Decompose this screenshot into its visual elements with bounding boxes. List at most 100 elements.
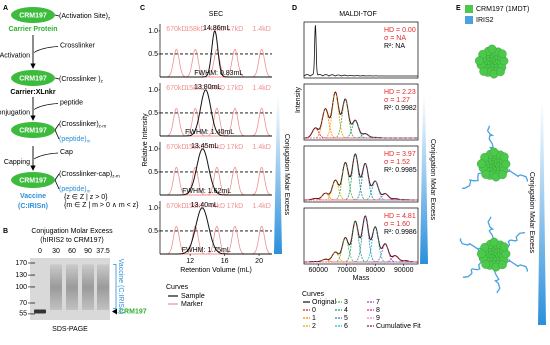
- peptide-group: (peptide)m: [59, 136, 91, 144]
- lane-label: 0: [38, 248, 42, 255]
- plot-frame: [303, 207, 419, 265]
- bond: [54, 173, 60, 181]
- x-tick-label: 12: [186, 258, 194, 265]
- group: (Crosslinker-cap)z-m: [59, 171, 120, 179]
- protein-name: CRM197: [19, 12, 47, 19]
- gel-title: Conjugation Molar Excess: [31, 228, 113, 235]
- bond: [54, 77, 60, 80]
- ladder-label: 55: [19, 311, 27, 318]
- lane-label: 30: [52, 248, 60, 255]
- sample-curve: [160, 30, 272, 78]
- legend-entry: 2: [312, 323, 316, 330]
- marker-label: 670kD: [166, 85, 186, 92]
- panel-label: C: [140, 5, 145, 12]
- gel-subtitle: (hIRIS2 to CRM197): [40, 237, 103, 244]
- group-subscript: z-m: [112, 174, 120, 179]
- protein-structure: [476, 147, 511, 182]
- marker-label: 17kD: [227, 203, 243, 210]
- reagent-line: [33, 152, 59, 160]
- fwhm-label: FWHM: 1.75mL: [182, 247, 231, 254]
- y-tick-label: 0.5: [148, 110, 158, 117]
- protein-structure: [476, 237, 511, 272]
- excess-wedge: [420, 95, 428, 264]
- group-subscript: z: [101, 79, 104, 84]
- legend-entry: 3: [344, 299, 348, 306]
- chart-title: SEC: [209, 11, 223, 18]
- lane-label: 37.5: [96, 248, 110, 255]
- peak-label: 13.45mL: [191, 143, 218, 150]
- atom-cluster: [498, 170, 507, 180]
- legend-entry: 8: [376, 307, 380, 314]
- bond: [54, 14, 60, 17]
- peptide-subscript: m: [87, 189, 91, 194]
- caption: Carrier Protein: [8, 26, 57, 33]
- x-tick-label: 70000: [337, 267, 357, 274]
- condition: {m ∈ Z | m > 0 ∧ m < z}: [64, 202, 139, 209]
- sigma-label: σ = 1.52: [384, 159, 410, 166]
- bond: [54, 129, 60, 140]
- atom-cluster: [496, 67, 505, 77]
- ladder-band: [31, 313, 35, 315]
- atom-cluster: [487, 44, 497, 54]
- peptide-group: (peptide)m: [59, 186, 91, 194]
- group-text: (Crosslinker): [59, 121, 99, 128]
- peak-label: 14.86mL: [203, 25, 230, 32]
- y-tick-label: 1.0: [148, 146, 158, 153]
- peptide-strand: [493, 267, 501, 293]
- legend-entry: 6: [344, 323, 348, 330]
- peak-label: 13.40mL: [191, 202, 218, 209]
- hd-label: HD = 2.23: [384, 89, 416, 96]
- reagent: Cap: [60, 149, 73, 156]
- legend-entry: CRM197 (1MDT): [476, 6, 529, 13]
- marker-label: 670kD: [166, 144, 186, 151]
- marker-label: 17kD: [227, 144, 243, 151]
- sample-curve: [160, 148, 272, 196]
- r2-label: R²: 0.9985: [384, 167, 417, 174]
- marker-label: 44kD: [209, 144, 225, 151]
- protein: [11, 122, 55, 138]
- panel-label: B: [3, 228, 8, 235]
- group-text: (Crosslinker-cap): [59, 171, 112, 178]
- peptide-strand: [505, 168, 529, 182]
- y-tick-label: 0.5: [148, 169, 158, 176]
- x-tick-label: 16: [221, 258, 229, 265]
- smear-bracket: [113, 263, 117, 309]
- peptide-strand: [486, 125, 495, 153]
- legend-title: Curves: [302, 291, 325, 298]
- ladder-band: [31, 302, 35, 304]
- plot-frame: [303, 83, 419, 141]
- peptide-strand: [459, 238, 484, 252]
- smear: [50, 264, 62, 310]
- reagent: peptide: [60, 99, 83, 106]
- legend-entry: Original: [312, 299, 337, 306]
- protein: [11, 172, 55, 188]
- marker-label: 670kD: [166, 203, 186, 210]
- side-label: Conjugation Molar Excess: [283, 134, 290, 216]
- caption: Vaccine: [20, 193, 46, 200]
- panel-label: D: [292, 5, 297, 12]
- smear: [97, 264, 109, 310]
- peptide-subscript: m: [87, 139, 91, 144]
- protein-structure: [474, 44, 509, 79]
- component-curve: [304, 260, 418, 263]
- smear-label: Vaccine (C:IRISn): [117, 259, 124, 315]
- sample-curve: [160, 89, 272, 137]
- group: (Activation Site)z: [59, 13, 111, 21]
- plot-frame: [303, 145, 419, 203]
- y-axis-label: Intensity: [295, 86, 302, 113]
- sigma-label: σ = NA: [384, 35, 406, 42]
- r2-label: R²: 0.9982: [384, 105, 417, 112]
- legend-entry: 5: [344, 315, 348, 322]
- x-axis-label: Mass: [353, 275, 370, 282]
- legend-entry: 9: [376, 315, 380, 322]
- condition: {z ∈ Z | z > 0}: [64, 194, 108, 201]
- protein-name: CRM197: [19, 127, 47, 134]
- original-curve: [303, 25, 418, 77]
- atom-cluster: [476, 249, 486, 259]
- chart-title: MALDI-TOF: [339, 11, 377, 18]
- y-tick-label: 0.5: [148, 51, 158, 58]
- protein: [11, 7, 55, 23]
- atom-cluster: [479, 66, 489, 76]
- x-tick-label: 80000: [366, 267, 386, 274]
